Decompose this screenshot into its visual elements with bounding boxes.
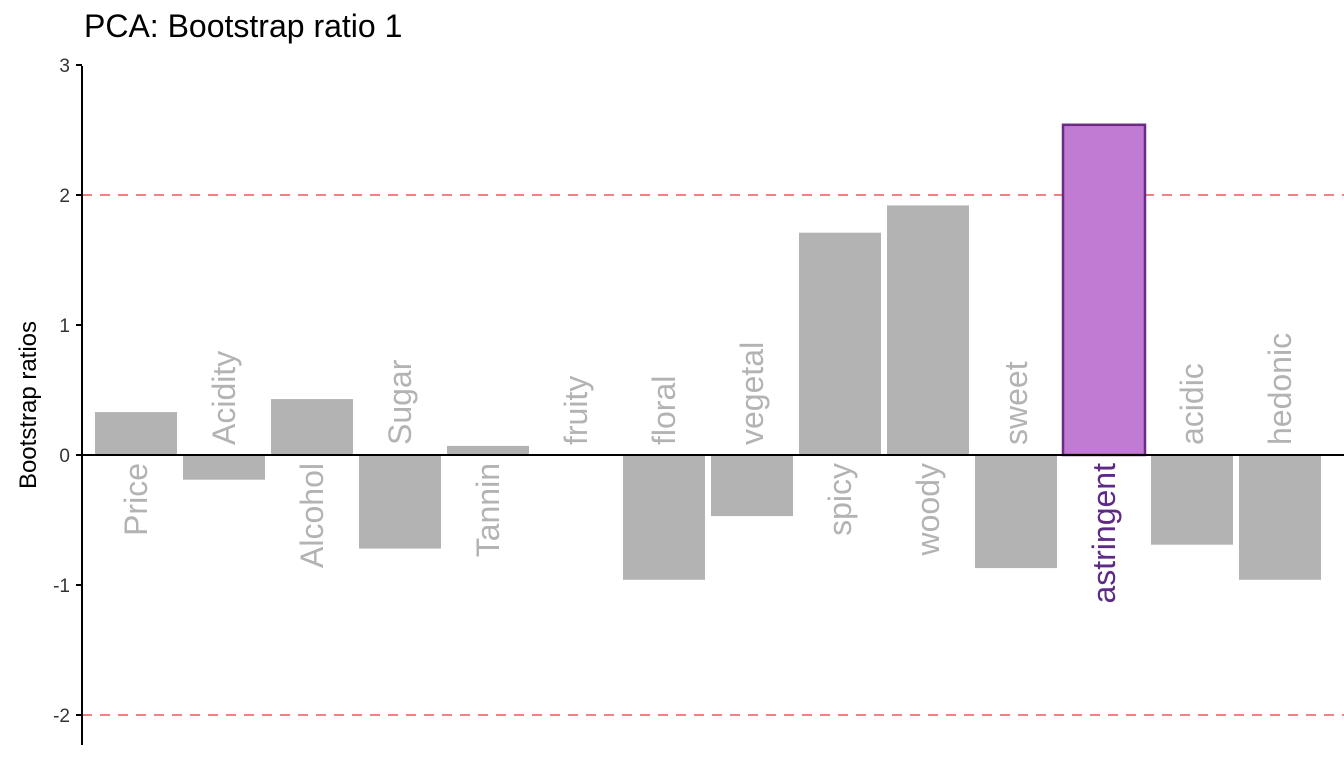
bars (95, 123, 1321, 580)
bar-label-acidic: acidic (1174, 363, 1210, 445)
bar-sweet (975, 455, 1057, 569)
bar-label-spicy: spicy (822, 463, 858, 536)
bar-label-price: Price (118, 463, 154, 536)
bar-labels: Price Acidity Alcohol Sugar Tannin fruity flor… (118, 333, 1298, 604)
bar-label-alcohol: Alcohol (294, 463, 330, 568)
bar-price (95, 412, 177, 455)
y-tick-label: -2 (53, 706, 70, 727)
bar-label-tannin: Tannin (470, 463, 506, 557)
y-axis-title: Bootstrap ratios (15, 321, 42, 489)
y-tick-label: 3 (59, 56, 70, 77)
y-tick-label: 1 (59, 316, 70, 337)
bar-acidic (1151, 455, 1233, 545)
y-tick-label: -1 (53, 576, 70, 597)
bar-hedonic (1239, 455, 1321, 580)
bar-label-fruity: fruity (558, 376, 594, 445)
bar-label-sugar: Sugar (382, 359, 418, 445)
axes (81, 66, 1344, 745)
bar-woody (887, 205, 969, 455)
bar-vegetal (711, 455, 793, 517)
bar-label-vegetal: vegetal (734, 342, 770, 445)
bar-label-woody: woody (910, 463, 946, 557)
bar-spicy (799, 232, 881, 455)
bar-acidity (183, 455, 265, 480)
y-axis-ticks: 3 2 1 0 -1 -2 (53, 56, 82, 727)
bar-label-acidity: Acidity (206, 351, 242, 445)
bar-sugar (359, 455, 441, 549)
bar-astringent (1061, 123, 1147, 457)
bar-label-hedonic: hedonic (1262, 333, 1298, 445)
bar-alcohol (271, 399, 353, 455)
bar-floral (623, 455, 705, 580)
chart-title: PCA: Bootstrap ratio 1 (84, 8, 403, 44)
y-tick-label: 2 (59, 186, 70, 207)
y-tick-label: 0 (59, 446, 70, 467)
bar-label-floral: floral (646, 376, 682, 445)
bar-tannin (447, 445, 529, 455)
bar-label-sweet: sweet (998, 361, 1034, 445)
bar-label-astringent: astringent (1086, 463, 1122, 604)
